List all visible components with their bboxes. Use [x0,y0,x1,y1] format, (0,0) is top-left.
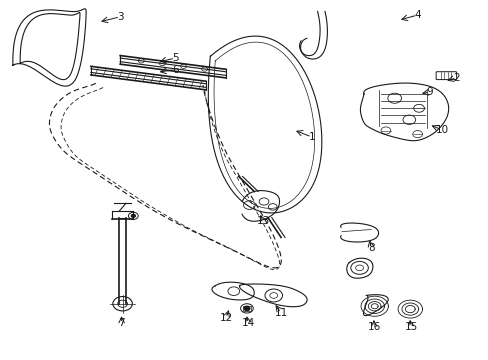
Text: 11: 11 [274,308,287,318]
Circle shape [131,215,135,217]
Text: 5: 5 [172,53,178,63]
Text: 3: 3 [117,12,123,22]
Text: 1: 1 [308,132,314,142]
Text: 10: 10 [434,125,447,135]
Text: 7: 7 [118,319,124,328]
Text: 9: 9 [426,87,432,97]
Text: 12: 12 [219,313,232,323]
Text: 4: 4 [413,10,420,20]
Text: 15: 15 [404,322,417,332]
Text: 2: 2 [452,73,459,83]
Text: 13: 13 [256,216,269,226]
Text: 8: 8 [367,243,374,253]
Text: 16: 16 [367,322,380,332]
Circle shape [244,306,249,311]
Text: 6: 6 [172,64,178,75]
Text: 14: 14 [241,319,255,328]
Bar [243,306,250,311]
